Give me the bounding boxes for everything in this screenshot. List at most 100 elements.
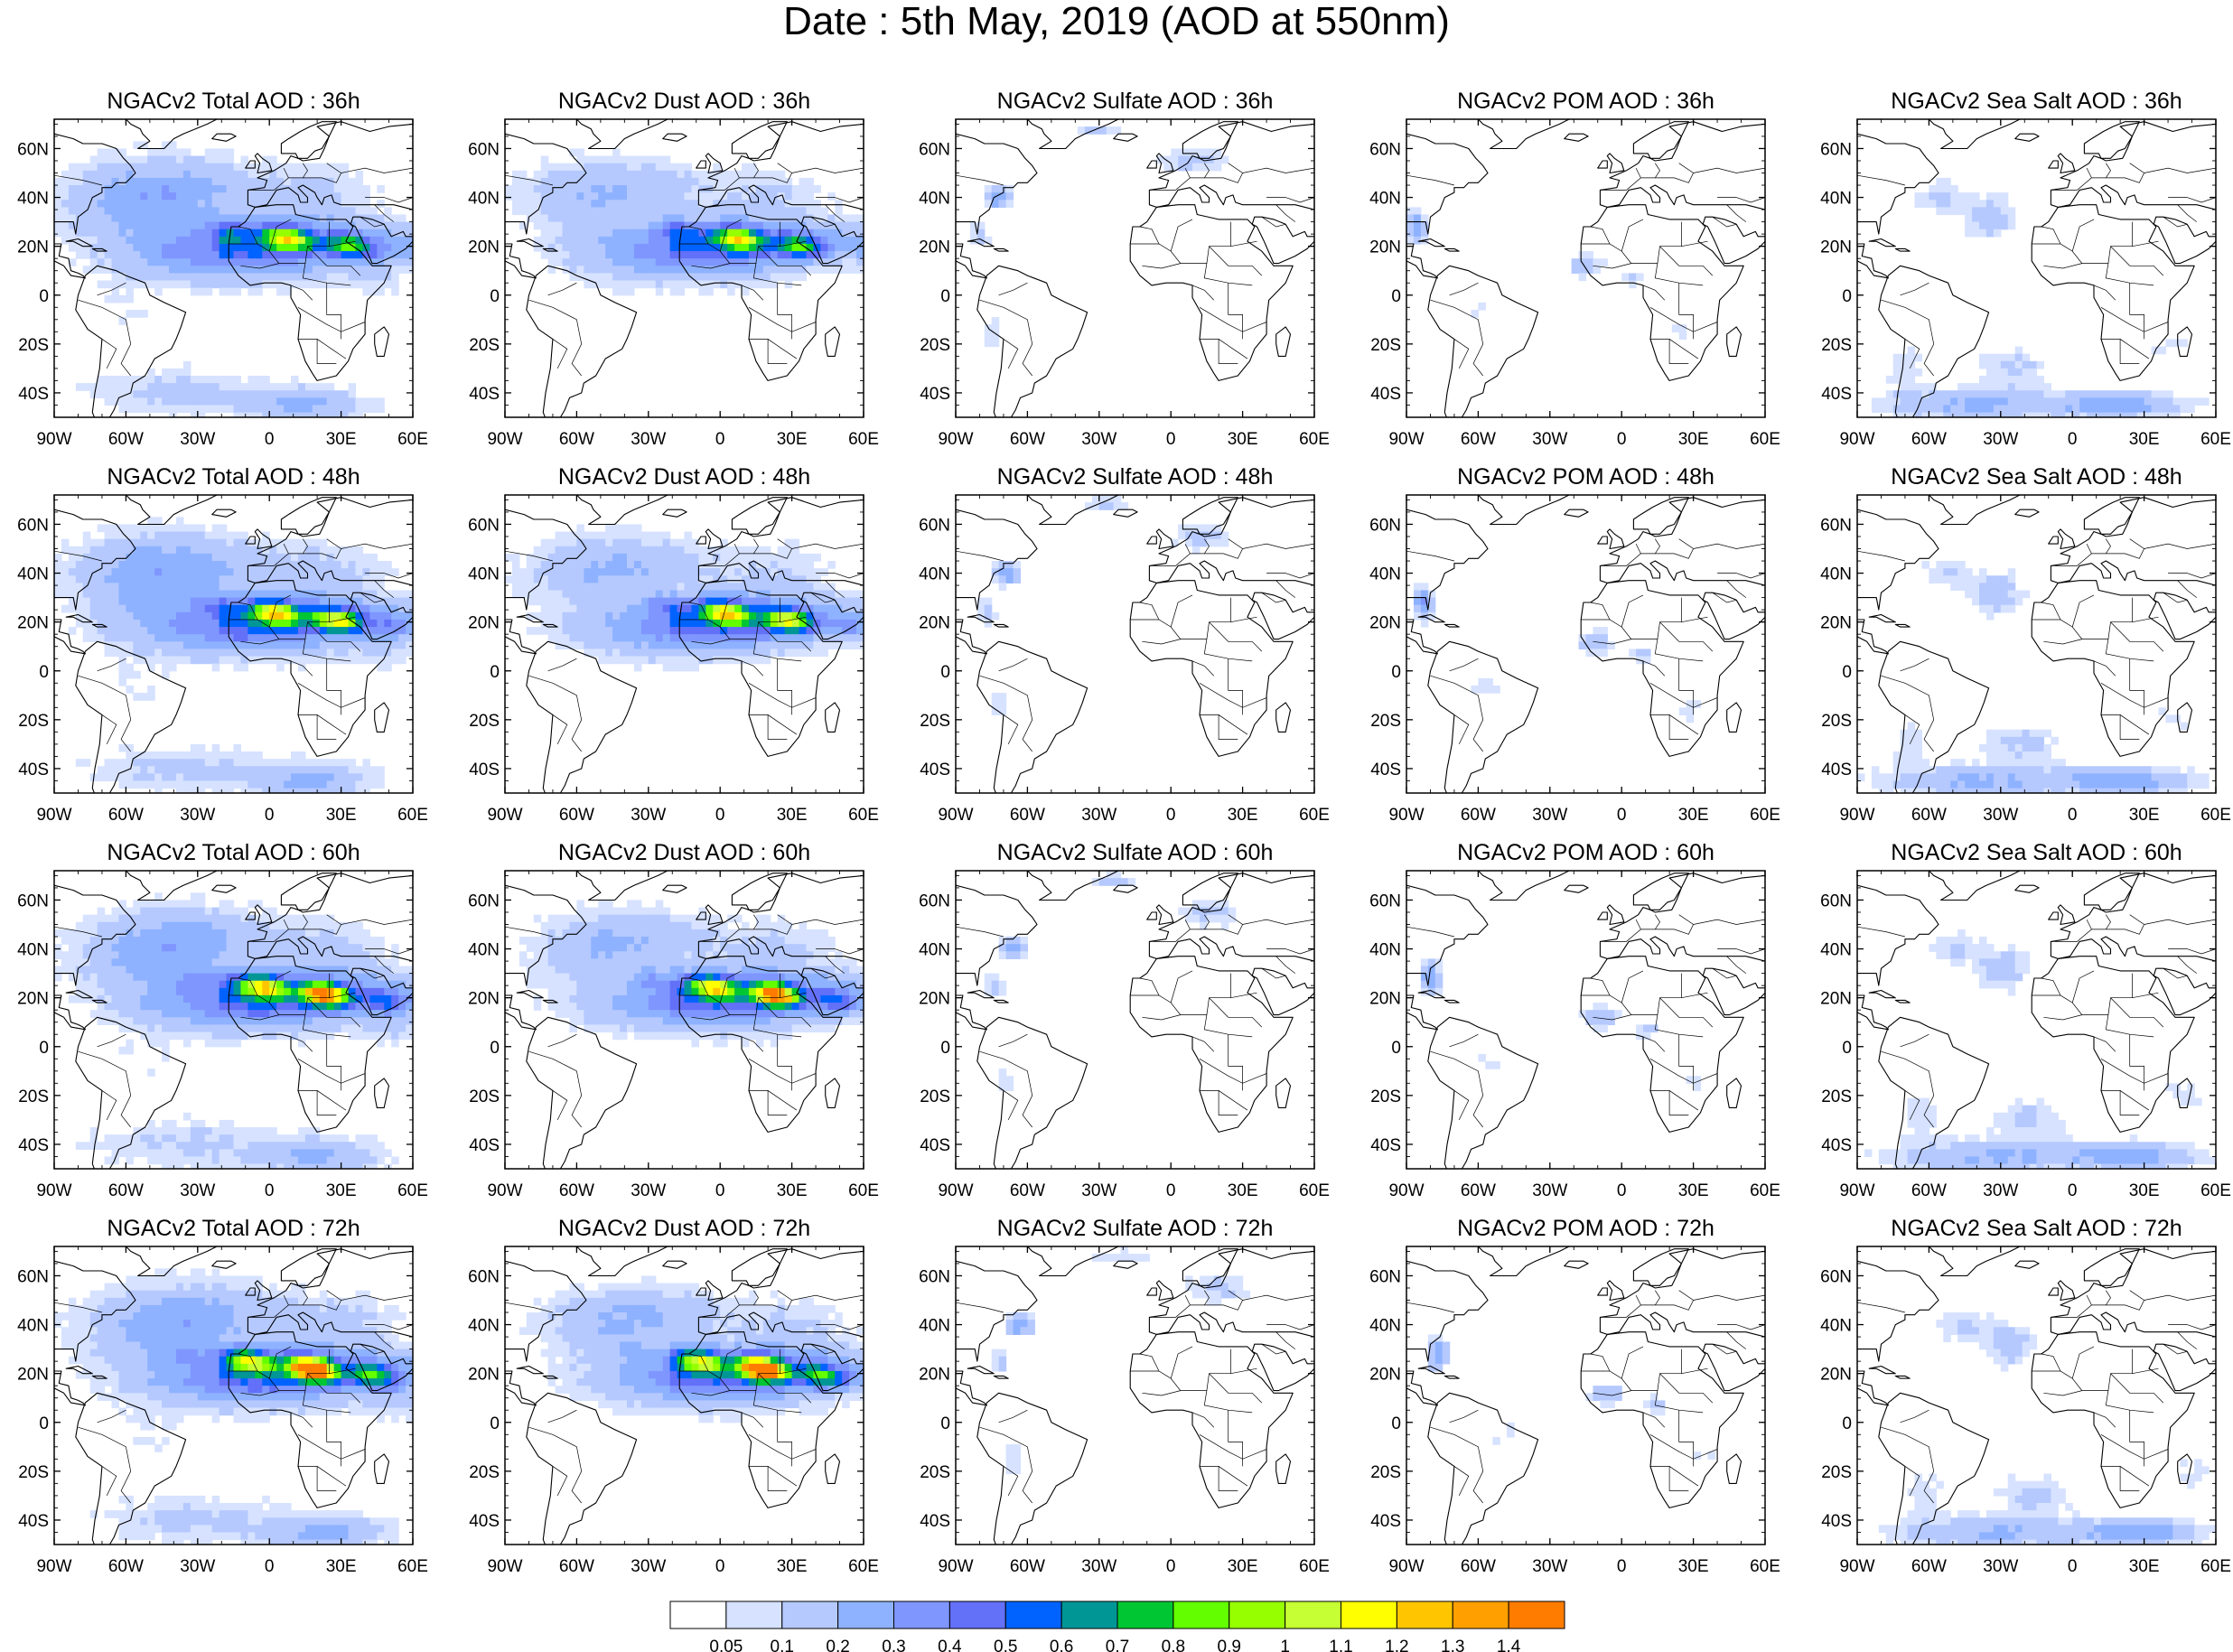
lat-tick-label: 0	[490, 1039, 500, 1058]
panel-title: NGACv2 Sulfate AOD : 36h	[997, 89, 1274, 114]
map-panel-seasalt-72h: NGACv2 Sea Salt AOD : 72h 60N 40N 20N 0 20S 40…	[1820, 1216, 2231, 1576]
lat-tick-label: 40N	[1820, 941, 1852, 960]
country-borders	[1406, 1290, 1765, 1504]
lat-tick-label: 40N	[17, 190, 49, 209]
aod-field	[1857, 561, 2210, 793]
lon-tick-label: 60E	[2200, 1181, 2231, 1200]
lat-tick-label: 40N	[1369, 190, 1401, 209]
lat-tick-label: 40N	[1369, 565, 1401, 584]
aod-field	[505, 148, 864, 296]
lon-tick-label: 60E	[1299, 430, 1330, 449]
lat-tick-label: 20S	[1821, 1463, 1852, 1482]
map-frame	[955, 870, 1315, 1170]
lon-tick-label: 60E	[848, 430, 879, 449]
lon-tick-label: 30E	[2129, 1557, 2160, 1576]
lon-tick-label: 60W	[1010, 1181, 1045, 1200]
lon-tick-label: 60W	[108, 1181, 144, 1200]
lon-tick-label: 30W	[631, 806, 666, 825]
lat-tick-label: 20N	[1820, 614, 1852, 633]
lat-tick-label: 20N	[1369, 1366, 1401, 1385]
lon-tick-label: 0	[2068, 1557, 2078, 1576]
panel-title: NGACv2 Sea Salt AOD : 36h	[1891, 89, 2182, 114]
lon-tick-label: 90W	[36, 1181, 71, 1200]
panel-title: NGACv2 Total AOD : 48h	[107, 464, 360, 490]
lon-tick-label: 90W	[938, 1181, 973, 1200]
lon-tick-label: 60E	[397, 1557, 428, 1576]
lon-tick-label: 30E	[1228, 1181, 1258, 1200]
lat-tick-label: 20N	[1369, 238, 1401, 257]
lon-tick-label: 60W	[1010, 806, 1045, 825]
lon-tick-label: 60E	[1750, 430, 1780, 449]
panel-title: NGACv2 Dust AOD : 60h	[558, 840, 810, 865]
lon-tick-label: 30E	[777, 1181, 808, 1200]
country-borders	[956, 538, 1314, 752]
panel-title: NGACv2 Sea Salt AOD : 48h	[1891, 464, 2182, 490]
lon-tick-label: 30E	[2129, 1181, 2160, 1200]
lat-tick-label: 20N	[919, 238, 950, 257]
lat-tick-label: 20N	[17, 614, 49, 633]
colorbar-label: 0.5	[994, 1638, 1017, 1652]
lat-tick-label: 20S	[18, 1087, 49, 1106]
lon-tick-label: 0	[265, 430, 275, 449]
panel-title: NGACv2 Dust AOD : 48h	[558, 464, 810, 490]
lon-tick-label: 30W	[1532, 430, 1567, 449]
lat-tick-label: 20S	[1370, 336, 1401, 355]
lon-tick-label: 60W	[1911, 1557, 1947, 1576]
lat-tick-label: 40N	[17, 941, 49, 960]
lat-tick-label: 0	[39, 1039, 49, 1058]
lon-tick-label: 90W	[938, 430, 973, 449]
colorbar-label: 1.1	[1329, 1638, 1352, 1652]
lon-tick-label: 60W	[1010, 1557, 1045, 1576]
coastlines	[505, 871, 864, 1169]
lon-tick-label: 0	[1617, 430, 1627, 449]
aod-field	[54, 892, 413, 1169]
lon-tick-label: 90W	[1388, 430, 1424, 449]
lat-tick-label: 0	[940, 1039, 950, 1058]
lat-tick-label: 40N	[468, 565, 500, 584]
lon-tick-label: 60E	[1299, 806, 1330, 825]
lat-tick-label: 0	[940, 287, 950, 306]
colorbar-box	[1341, 1601, 1397, 1629]
colorbar-label: 0.7	[1106, 1638, 1129, 1652]
lon-tick-label: 60E	[1299, 1557, 1330, 1576]
panel-title: NGACv2 Sulfate AOD : 60h	[997, 840, 1274, 865]
lon-tick-label: 0	[715, 806, 725, 825]
panel-title: NGACv2 Total AOD : 60h	[107, 840, 360, 865]
lat-tick-label: 20S	[1370, 712, 1401, 731]
coastlines	[956, 1246, 1314, 1545]
figure-title: Date : 5th May, 2019 (AOD at 550nm)	[783, 0, 1450, 43]
lat-tick-label: 60N	[468, 140, 500, 159]
coastlines	[505, 1246, 864, 1545]
map-frame	[955, 1246, 1315, 1545]
lat-tick-label: 20S	[18, 712, 49, 731]
country-borders	[956, 163, 1314, 377]
lon-tick-label: 30W	[1081, 430, 1116, 449]
country-borders	[54, 1290, 413, 1504]
lat-tick-label: 40S	[469, 1136, 500, 1155]
lat-tick-label: 60N	[17, 1267, 49, 1286]
lon-tick-label: 30W	[180, 430, 215, 449]
lon-tick-label: 0	[2068, 430, 2078, 449]
lon-tick-label: 30W	[1081, 1557, 1116, 1576]
map-frame	[1856, 870, 2217, 1170]
lat-tick-label: 0	[940, 1414, 950, 1433]
lon-tick-label: 0	[265, 806, 275, 825]
lon-tick-label: 30W	[1532, 806, 1567, 825]
coastlines	[1857, 495, 2216, 793]
panel-title: NGACv2 Sea Salt AOD : 72h	[1891, 1216, 2182, 1241]
lat-tick-label: 0	[1391, 287, 1401, 306]
lat-tick-label: 40S	[920, 1512, 950, 1531]
lat-tick-label: 40S	[920, 1136, 950, 1155]
map-panel-total-72h: NGACv2 Total AOD : 72h 60N 40N 20N 0 20S 40S 90…	[17, 1216, 428, 1576]
lon-tick-label: 30E	[777, 430, 808, 449]
colorbar-box	[725, 1601, 783, 1629]
lat-tick-label: 20S	[1370, 1087, 1401, 1106]
lon-tick-label: 60W	[1461, 430, 1496, 449]
lon-tick-label: 30E	[2129, 806, 2160, 825]
colorbar-label: 1.2	[1385, 1638, 1408, 1652]
map-frame	[53, 494, 414, 794]
panel-title: NGACv2 Dust AOD : 36h	[558, 89, 810, 114]
coastlines	[54, 1246, 413, 1545]
colorbar-box	[669, 1601, 727, 1629]
lon-tick-label: 30E	[777, 1557, 808, 1576]
